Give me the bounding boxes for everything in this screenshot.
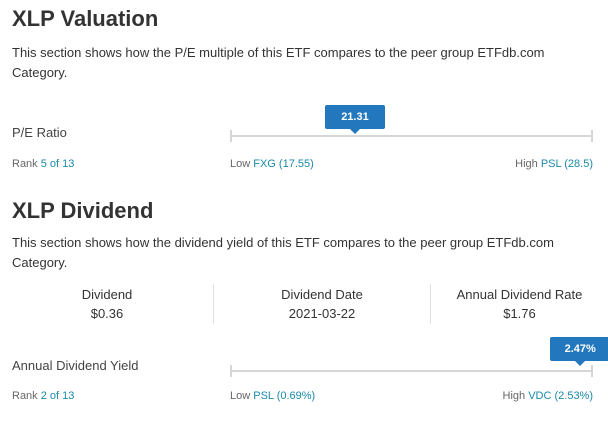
stat-dividend-date: Dividend Date 2021-03-22 <box>214 285 430 323</box>
dividend-description: This section shows how the dividend yiel… <box>12 235 554 270</box>
low-label: Low <box>230 390 251 402</box>
yield-range-track <box>230 365 593 377</box>
yield-high: High VDC (2.53%) <box>503 390 593 402</box>
dividend-title: XLP Dividend <box>12 198 154 223</box>
high-label: High <box>515 158 538 170</box>
yield-low-link[interactable]: PSL (0.69%) <box>253 390 316 402</box>
pe-low-link[interactable]: FXG (17.55) <box>253 158 314 170</box>
pe-ratio-label: P/E Ratio <box>12 125 67 140</box>
rank-label: Rank <box>12 158 38 170</box>
yield-low: Low PSL (0.69%) <box>230 390 315 402</box>
pe-rank-link[interactable]: 5 of 13 <box>40 158 75 170</box>
dividend-yield-label: Annual Dividend Yield <box>12 358 139 373</box>
stat-value: $1.76 <box>503 306 536 321</box>
valuation-title: XLP Valuation <box>12 6 159 31</box>
stat-value: 2021-03-22 <box>288 306 356 321</box>
yield-rank: Rank 2 of 13 <box>12 390 74 402</box>
yield-rank-link[interactable]: 2 of 13 <box>40 390 75 402</box>
stat-label: Annual Dividend Rate <box>456 287 583 302</box>
rank-label: Rank <box>12 390 38 402</box>
pe-low: Low FXG (17.55) <box>230 158 314 170</box>
stat-annual-dividend-rate: Annual Dividend Rate $1.76 <box>431 285 608 323</box>
pe-high-link[interactable]: PSL (28.5) <box>540 158 593 170</box>
pe-high: High PSL (28.5) <box>515 158 593 170</box>
divider <box>213 284 214 324</box>
pe-range-track <box>230 130 593 142</box>
yield-high-link[interactable]: VDC (2.53%) <box>528 390 593 402</box>
valuation-description: This section shows how the P/E multiple … <box>12 45 545 80</box>
stat-dividend: Dividend $0.36 <box>12 285 202 323</box>
pe-value-marker: 21.31 <box>324 105 385 134</box>
divider <box>430 284 431 324</box>
yield-value-marker: 2.47% <box>550 337 608 366</box>
stat-value: $0.36 <box>90 306 124 321</box>
low-label: Low <box>230 158 251 170</box>
high-label: High <box>502 390 526 402</box>
stat-label: Dividend Date <box>281 287 363 302</box>
pe-rank: Rank 5 of 13 <box>12 158 74 170</box>
stat-label: Dividend <box>81 287 133 302</box>
